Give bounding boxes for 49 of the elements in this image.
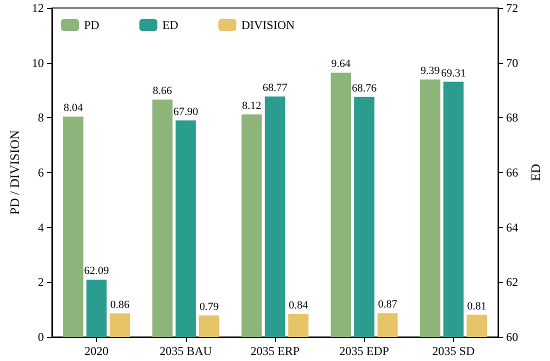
y2-tick-label: 68: [506, 110, 518, 125]
data-label: 0.79: [199, 300, 220, 313]
legend-label: DIVISION: [241, 18, 295, 32]
bar: [288, 314, 308, 337]
bar: [198, 315, 220, 337]
data-label: 9.64: [331, 58, 352, 70]
bar: [110, 313, 130, 337]
legend-label: ED: [162, 18, 179, 32]
y-tick-label: 0: [38, 330, 44, 344]
data-label: 0.87: [378, 298, 398, 311]
y-tick-label: 12: [32, 1, 44, 15]
y-tick-label: 10: [32, 56, 44, 70]
bar: [420, 80, 440, 337]
data-label: 0.84: [288, 299, 308, 312]
bar: [377, 313, 398, 337]
y2-tick-label: 64: [506, 220, 518, 234]
data-label: 69.31: [441, 67, 466, 80]
data-label: 62.09: [84, 265, 110, 278]
y-tick-label: 6: [38, 166, 44, 180]
legend-label: PD: [84, 18, 100, 32]
y2-tick-label: 60: [506, 330, 518, 344]
data-label: 68.76: [352, 82, 378, 94]
y2-tick-label: 62: [506, 275, 518, 290]
data-label: 8.12: [242, 100, 262, 112]
data-label: 0.86: [110, 298, 130, 311]
data-label: 67.90: [173, 106, 199, 118]
x-tick-label: 2035 BAU: [160, 344, 212, 358]
x-tick-label: 2020: [84, 344, 109, 358]
y-tick-label: 8: [38, 110, 44, 125]
bar: [330, 72, 352, 337]
bar: [152, 100, 173, 337]
y2-tick-label: 70: [506, 56, 518, 70]
y-axis-title: PD / DIVISION: [7, 130, 22, 215]
x-tick-label: 2035 ERP: [250, 344, 300, 358]
bar: [63, 116, 84, 337]
y-tick-label: 2: [38, 275, 44, 290]
x-tick-label: 2035 EDP: [339, 344, 390, 358]
bar: [466, 314, 487, 337]
data-label: 0.81: [467, 300, 486, 312]
y2-axis-title: ED: [528, 164, 543, 182]
y2-tick-label: 72: [506, 1, 518, 15]
x-tick-label: 2035 SD: [432, 344, 475, 358]
y2-tick-label: 66: [506, 166, 518, 180]
data-label: 8.04: [64, 102, 84, 114]
bar: [242, 114, 262, 337]
data-label: 8.66: [152, 85, 173, 98]
y-tick-label: 4: [38, 220, 44, 234]
data-label: 68.77: [262, 82, 288, 94]
data-label: 9.39: [420, 65, 440, 78]
